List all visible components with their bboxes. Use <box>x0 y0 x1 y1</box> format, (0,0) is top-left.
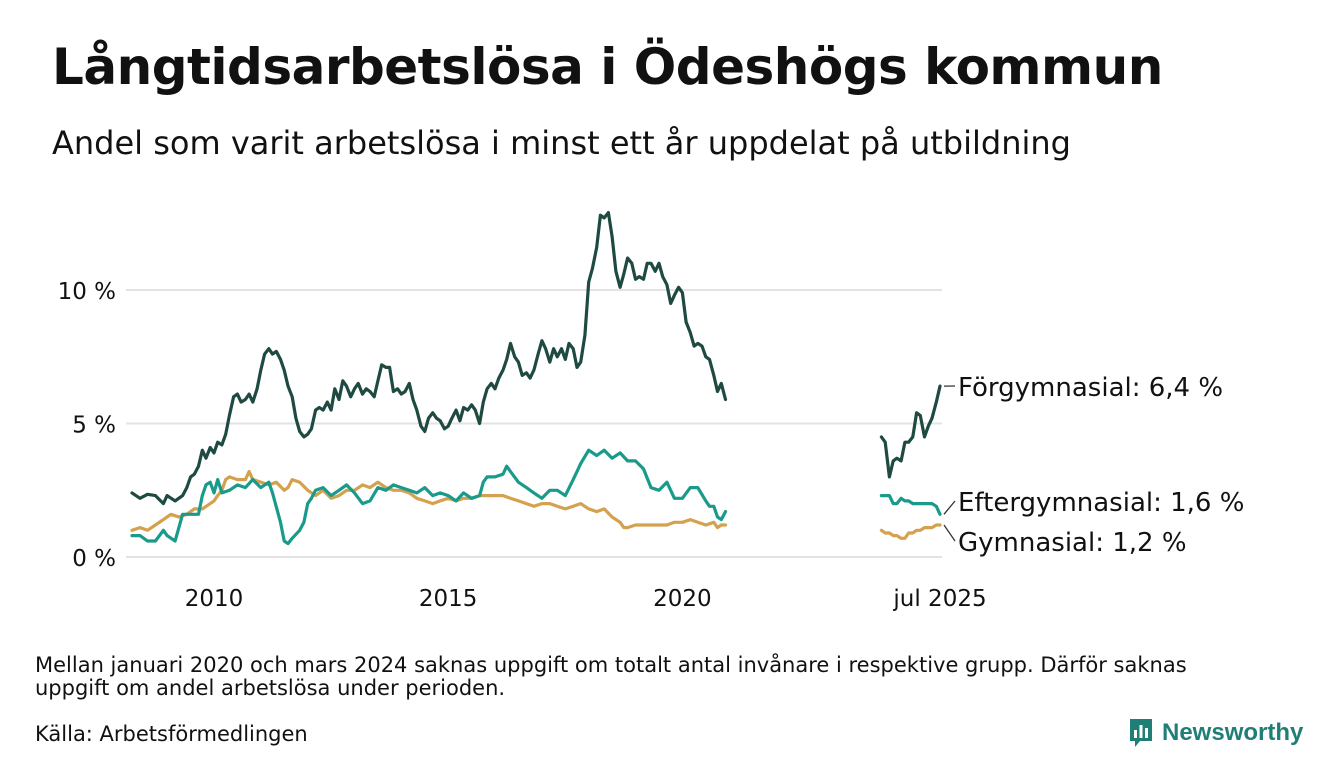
series-line-eftergymnasial <box>130 448 728 546</box>
series-line-förgymnasial <box>879 384 942 479</box>
logo-text: Newsworthy <box>1162 719 1304 746</box>
series-line-gymnasial <box>130 470 728 532</box>
x-tick-label: 2010 <box>185 586 244 612</box>
chart-footnote: Mellan januari 2020 och mars 2024 saknas… <box>35 653 1187 700</box>
y-axis-ticks: 0 % 5 % 10 % <box>58 279 116 572</box>
series-end-label: Förgymnasial: 6,4 % <box>958 373 1223 403</box>
newsworthy-logo: Newsworthy <box>1128 716 1303 750</box>
x-axis-ticks: 2010 2015 2020 jul 2025 <box>185 586 987 612</box>
series-end-label: Eftergymnasial: 1,6 % <box>958 488 1244 518</box>
series-line-förgymnasial <box>130 211 728 506</box>
x-tick-label: jul 2025 <box>892 586 986 612</box>
series-end-label: Gymnasial: 1,2 % <box>958 528 1187 558</box>
chart-source: Källa: Arbetsförmedlingen <box>35 722 308 746</box>
line-chart: 0 % 5 % 10 % 2010 2015 2020 jul 2025 Förgymna… <box>58 211 1244 612</box>
label-connector <box>943 500 956 515</box>
y-tick-label: 0 % <box>72 546 116 572</box>
y-tick-label: 10 % <box>58 279 116 305</box>
chart-subtitle: Andel som varit arbetslösa i minst ett å… <box>52 124 1071 162</box>
gridlines <box>126 289 942 558</box>
label-connector <box>943 524 956 542</box>
x-tick-label: 2015 <box>419 586 478 612</box>
newsworthy-logo-icon <box>1130 719 1152 747</box>
chart-title: Långtidsarbetslösa i Ödeshögs kommun <box>52 38 1163 96</box>
x-tick-label: 2020 <box>653 586 712 612</box>
series-lines <box>130 211 942 546</box>
series-line-gymnasial <box>879 523 942 540</box>
series-line-eftergymnasial <box>879 494 942 516</box>
series-end-labels: Förgymnasial: 6,4 % Eftergymnasial: 1,6 %… <box>943 373 1244 558</box>
y-tick-label: 5 % <box>72 413 116 439</box>
